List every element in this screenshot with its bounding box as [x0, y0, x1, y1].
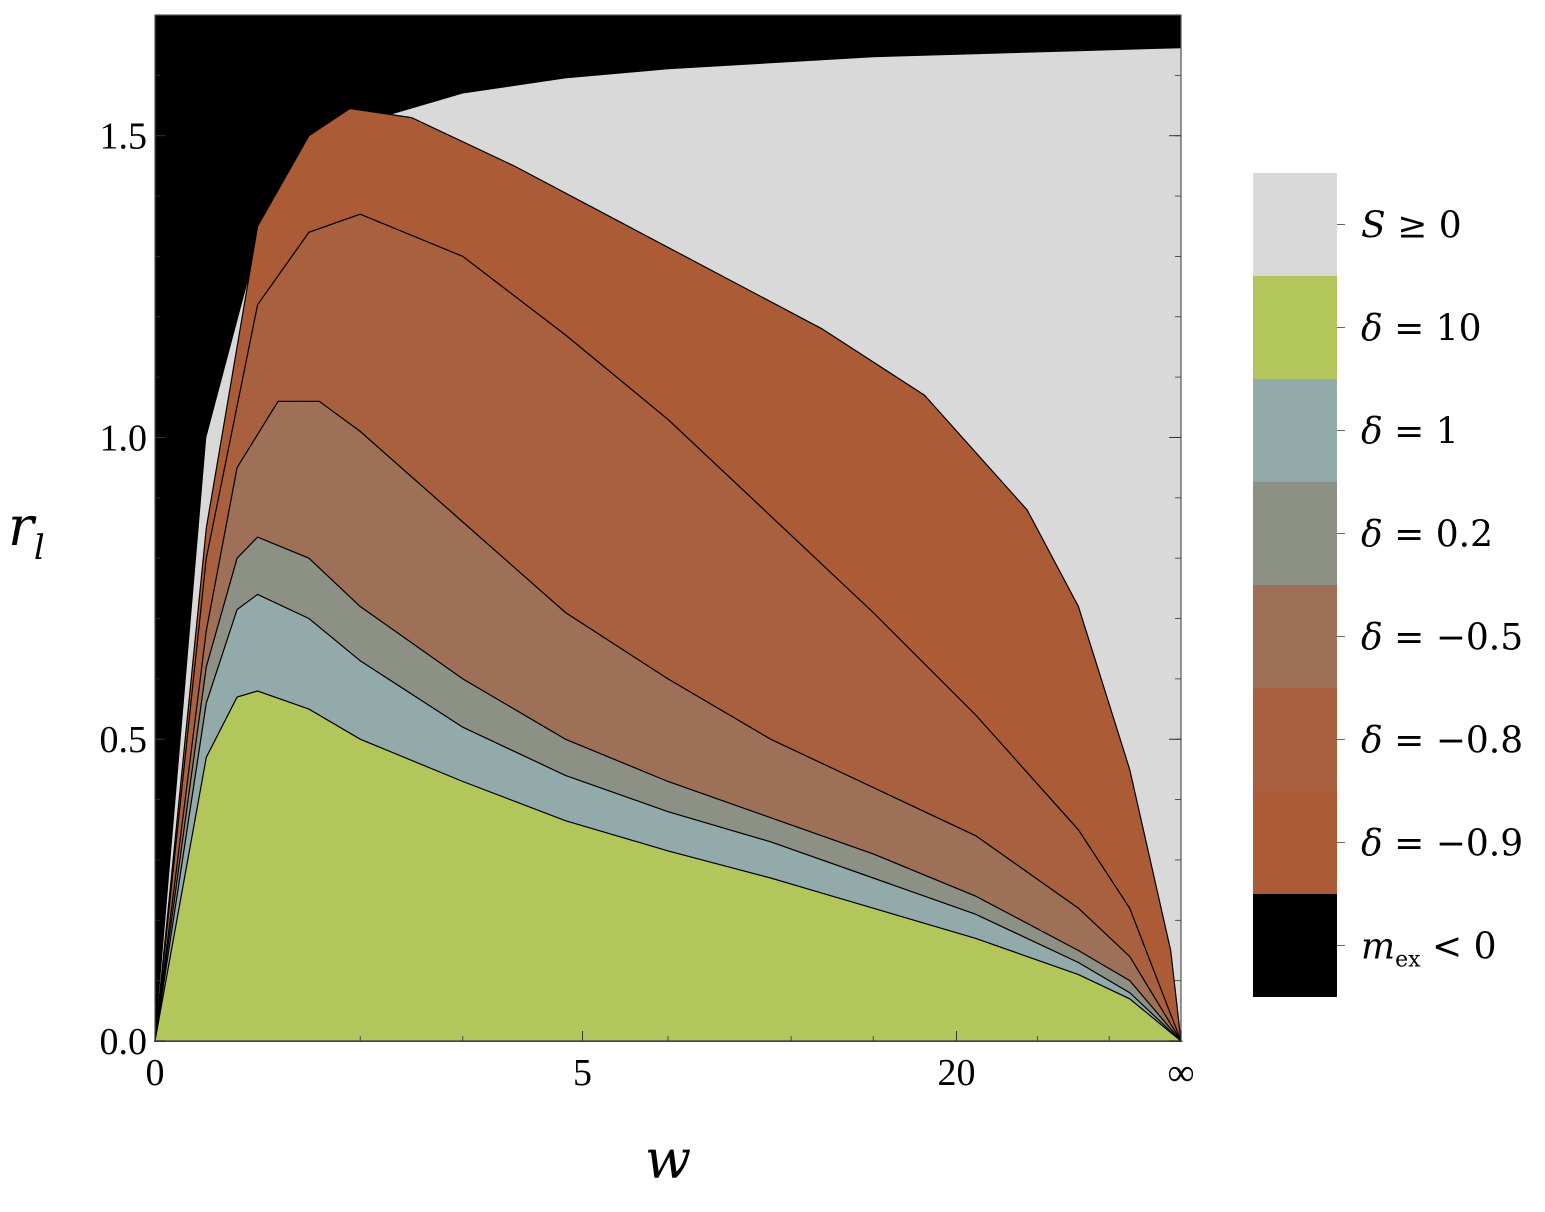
legend-swatch	[1253, 173, 1337, 276]
legend-label: δ = 10	[1361, 309, 1482, 350]
y-tick-label: 1.0	[100, 417, 148, 459]
y-tick-label: 1.5	[100, 116, 148, 158]
legend-label: δ = 1	[1361, 412, 1459, 453]
legend-swatch	[1253, 688, 1337, 791]
x-tick-label: ∞	[1167, 1052, 1194, 1094]
legend-swatch	[1253, 791, 1337, 894]
legend-swatch	[1253, 894, 1337, 997]
legend-label: δ = 0.2	[1361, 515, 1493, 556]
y-axis-title: rl	[8, 495, 45, 568]
legend-label: δ = −0.5	[1361, 618, 1523, 659]
x-tick-label: 5	[573, 1052, 592, 1094]
x-axis-title: w	[645, 1128, 691, 1191]
axis-ticks: 0.0 0.5 1.0 1.5 0 5 20 ∞	[100, 74, 1195, 1094]
legend-swatch	[1253, 482, 1337, 585]
x-tick-label: 0	[146, 1052, 165, 1094]
y-tick-label: 0.0	[100, 1021, 148, 1063]
legend-swatch	[1253, 276, 1337, 379]
legend: S ≥ 0 δ = 10 δ = 1 δ = 0.2 δ = −0.5 δ = −0.8 δ…	[1253, 173, 1523, 997]
legend-label: mex < 0	[1361, 927, 1497, 973]
y-axis-title-main: r	[8, 495, 37, 558]
legend-label: δ = −0.9	[1361, 824, 1523, 865]
legend-swatch	[1253, 585, 1337, 688]
x-tick-label: 20	[938, 1052, 976, 1094]
region-6	[154, 690, 1183, 1042]
legend-label: δ = −0.8	[1361, 721, 1523, 762]
legend-swatch	[1253, 379, 1337, 482]
legend-label: S ≥ 0	[1361, 206, 1462, 247]
regions	[154, 15, 1183, 1042]
y-axis-title-sub: l	[34, 528, 45, 568]
y-tick-label: 0.5	[100, 719, 148, 761]
